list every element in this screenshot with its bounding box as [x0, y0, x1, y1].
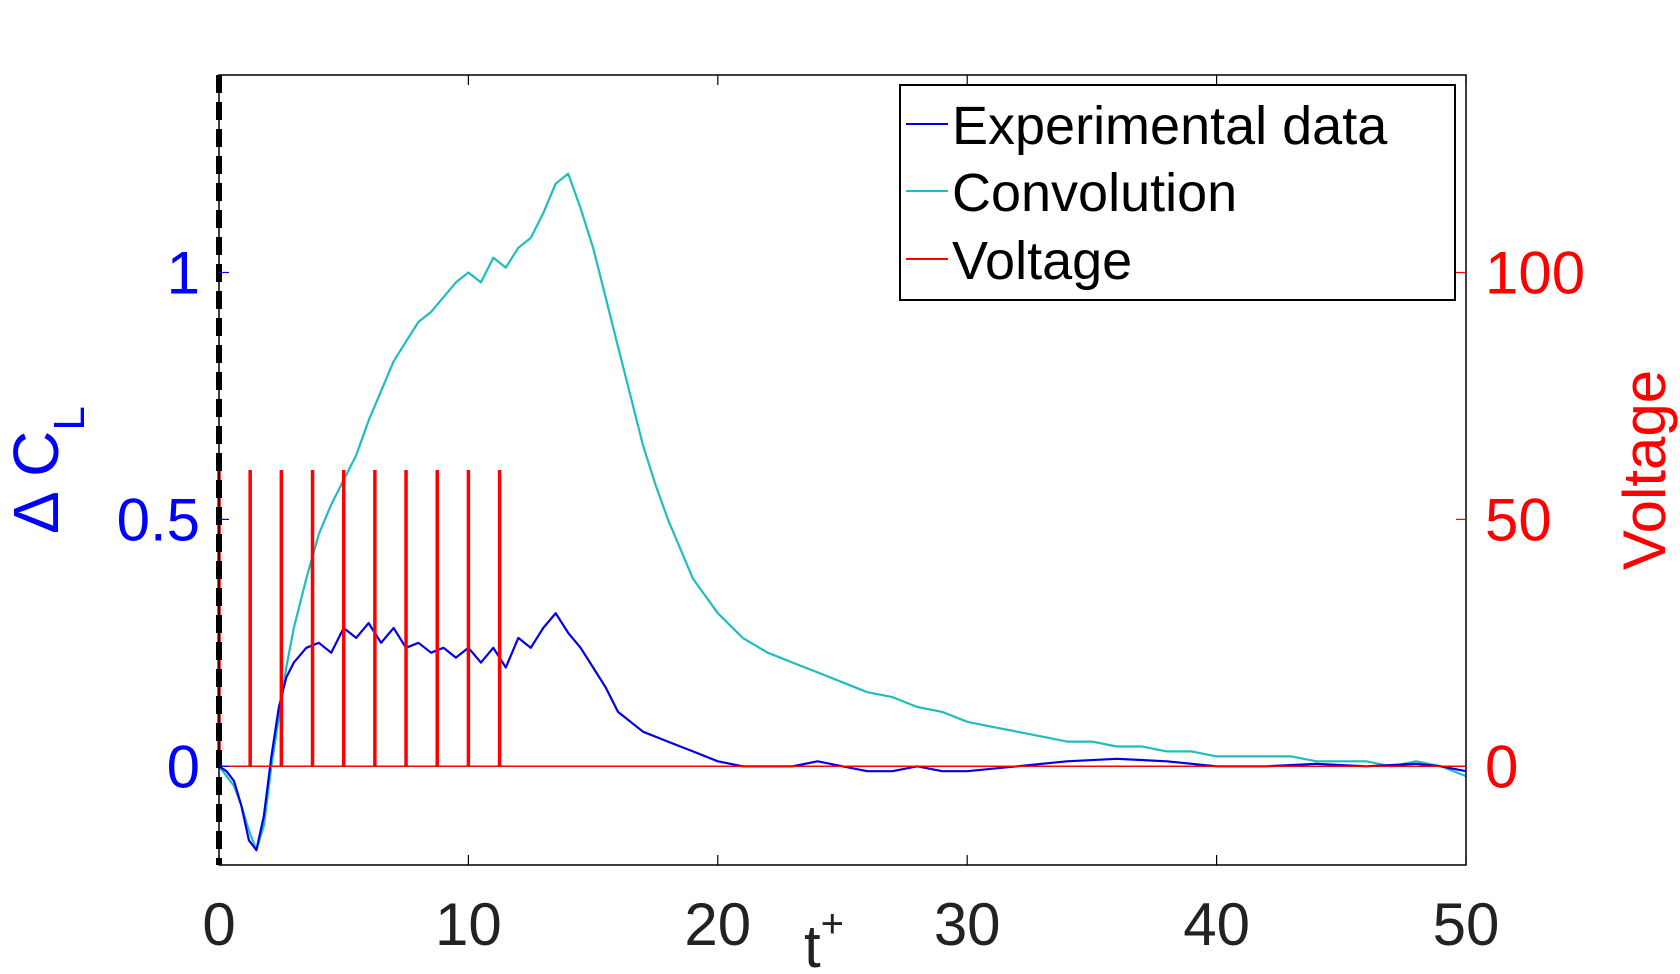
convolution-line [218, 172, 1467, 852]
right-y-axis: 0 50 100 [1456, 240, 1585, 800]
left-y-axis-label: Δ CL [0, 406, 94, 534]
series-layer [218, 172, 1467, 852]
right-y-tick-label-100: 100 [1485, 240, 1585, 307]
experimental-data-line [218, 612, 1467, 852]
right-y-tick-label-0: 0 [1485, 733, 1518, 800]
x-tick-label-10: 10 [435, 891, 502, 958]
voltage-layer [217, 470, 1466, 767]
x-tick-label-50: 50 [1433, 891, 1500, 958]
left-y-tick-label-0: 0 [167, 733, 200, 800]
x-tick-label-40: 40 [1183, 891, 1250, 958]
x-tick-label-30: 30 [934, 891, 1001, 958]
x-axis: 0 10 20 30 40 50 [202, 75, 1499, 958]
right-y-axis-label: Voltage [1611, 370, 1678, 570]
x-axis-label-superscript: + [821, 902, 844, 946]
left-y-axis-label-subscript: L [45, 406, 94, 430]
legend-label-experimental: Experimental data [952, 96, 1388, 156]
plot-frame [218, 74, 1467, 866]
x-tick-label-20: 20 [684, 891, 751, 958]
left-y-axis-label-base: Δ C [0, 431, 72, 534]
legend-label-voltage: Voltage [952, 231, 1132, 291]
x-axis-label: t+ [804, 902, 844, 974]
legend-box [899, 84, 1456, 301]
right-y-tick-label-50: 50 [1485, 486, 1552, 553]
left-y-axis: 00.51 [117, 240, 229, 800]
left-y-tick-label-0.5: 0.5 [117, 486, 200, 553]
x-tick-label-0: 0 [202, 891, 235, 958]
left-y-tick-label-1: 1 [167, 240, 200, 307]
x-axis-label-base: t [804, 913, 821, 974]
legend: Experimental data Convolution Voltage [899, 84, 1456, 301]
legend-label-convolution: Convolution [952, 163, 1237, 223]
